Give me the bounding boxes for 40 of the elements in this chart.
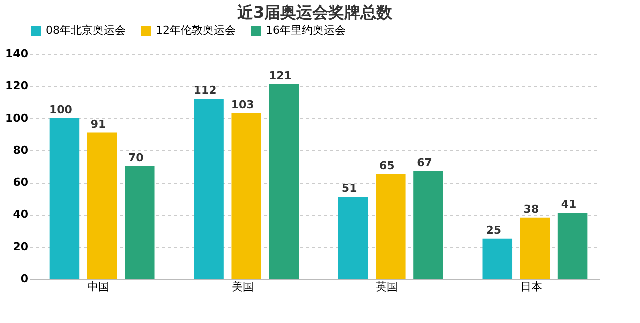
data-label: 51 — [342, 182, 358, 196]
bar — [194, 99, 224, 279]
chart-title: 近3届奥运会奖牌总数 — [236, 3, 394, 22]
data-label: 65 — [379, 160, 395, 173]
x-tick-label: 日本 — [520, 280, 542, 294]
bar — [50, 118, 80, 279]
legend-label: 08年北京奥运会 — [46, 24, 126, 37]
y-tick-label: 140 — [6, 48, 29, 60]
bar — [558, 213, 588, 279]
y-tick-label: 60 — [13, 176, 29, 190]
x-tick-label: 中国 — [88, 280, 110, 294]
data-label: 41 — [561, 198, 577, 212]
bar — [338, 197, 368, 279]
bar — [520, 218, 550, 279]
bar — [125, 166, 155, 279]
y-tick-label: 20 — [13, 240, 29, 254]
x-tick-label: 英国 — [376, 280, 398, 294]
bar — [482, 238, 513, 279]
legend-label: 16年里约奥运会 — [266, 24, 346, 37]
data-label: 38 — [524, 202, 540, 216]
data-label: 103 — [231, 98, 254, 112]
data-label: 25 — [486, 224, 502, 237]
data-label: 70 — [128, 152, 144, 164]
bar — [376, 174, 406, 279]
data-label: 112 — [194, 84, 217, 97]
y-tick-label: 0 — [20, 272, 29, 286]
data-label: 100 — [49, 103, 73, 116]
bar — [232, 113, 262, 279]
x-tick-label: 美国 — [232, 280, 254, 294]
bar — [87, 132, 118, 279]
y-tick-label: 40 — [13, 208, 29, 222]
bar — [414, 171, 444, 279]
y-tick-label: 80 — [13, 144, 29, 157]
bar — [269, 84, 300, 279]
data-label: 121 — [268, 70, 292, 83]
y-tick-label: 100 — [6, 112, 29, 125]
y-tick-label: 120 — [6, 80, 29, 93]
data-label: 91 — [90, 118, 106, 131]
data-label: 67 — [417, 156, 432, 170]
legend-label: 12年伦敦奥运会 — [156, 24, 236, 37]
